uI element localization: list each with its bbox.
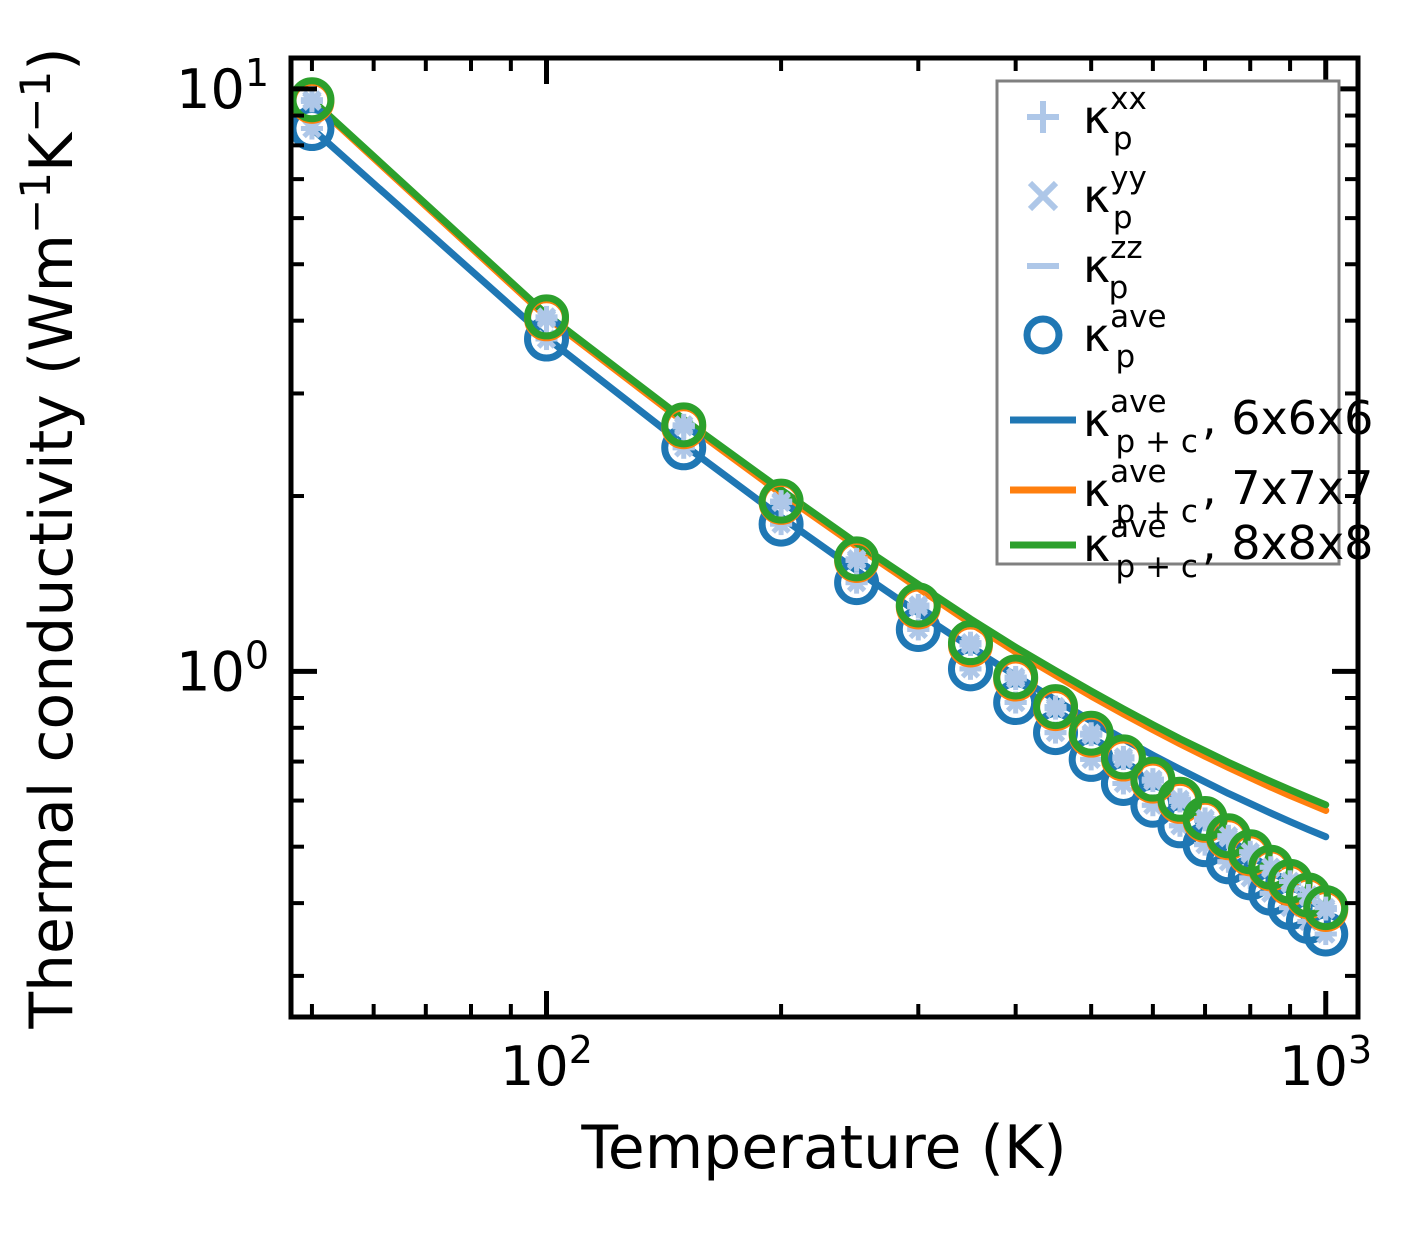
data-point-marker [1303,885,1349,931]
marker-ring [1303,885,1349,931]
data-point-marker [1033,684,1079,730]
marker-ring [1100,734,1146,780]
circle-marker-icon [1023,315,1063,355]
marker-ring [895,582,941,628]
x-axis-title: Temperature (K) [580,1113,1066,1183]
legend-item-kpc-888[interactable]: κave p + c, 8x8x8 [1010,509,1373,585]
legend-item-kp-zz[interactable]: κzz p [1027,230,1143,306]
marker-ring [993,654,1039,700]
marker-ring [661,402,707,448]
cross-icon [1027,180,1059,212]
data-point-marker [758,478,804,524]
marker-ring [1033,684,1079,730]
legend-item-kp-ave[interactable]: κave p [1023,299,1167,375]
y-axis-title: Thermal conductivity (Wm−1K−1) [11,47,87,1029]
data-point-marker [993,654,1039,700]
legend-item-label: κave p + c, 7x7x7 [1083,454,1373,530]
data-point-marker [661,402,707,448]
legend-item-label: κave p + c, 6x6x6 [1083,384,1373,460]
marker-ring [758,478,804,524]
marker-ring [524,294,570,340]
legend-item-kpc-777[interactable]: κave p + c, 7x7x7 [1010,454,1373,530]
marker-ring [834,536,880,582]
legend-item-label: κave p + c, 8x8x8 [1083,509,1373,585]
data-point-marker [1068,710,1114,756]
marker-layer [289,77,1349,957]
data-point-marker [947,620,993,666]
data-point-marker [1100,734,1146,780]
series-line [308,96,1330,809]
legend-item-label: κzz p [1083,230,1143,306]
legend-item-kp-xx[interactable]: κxx p [1027,81,1147,157]
legend-item-kp-yy[interactable]: κyy p [1027,160,1147,236]
legend-item-kpc-666[interactable]: κave p + c, 6x6x6 [1010,384,1373,460]
legend-item-label: κxx p [1083,81,1147,157]
x-tick-label-100: 102 [500,1028,593,1098]
legend-item-label: κave p [1083,299,1167,375]
legend-item-label: κyy p [1083,160,1147,236]
tick-labels-layer: 102 103 100 101 [176,51,1372,1098]
x-tick-label-1000: 103 [1279,1028,1372,1098]
data-point-marker [524,294,570,340]
data-point-marker [895,582,941,628]
y-tick-label-10: 101 [176,51,269,121]
data-point-marker [834,536,880,582]
marker-ring [947,620,993,666]
y-tick-label-1: 100 [176,633,269,703]
marker-ring [1068,710,1114,756]
y-axis-title: Thermal conductivity (Wm−1K−1) [11,47,87,1029]
